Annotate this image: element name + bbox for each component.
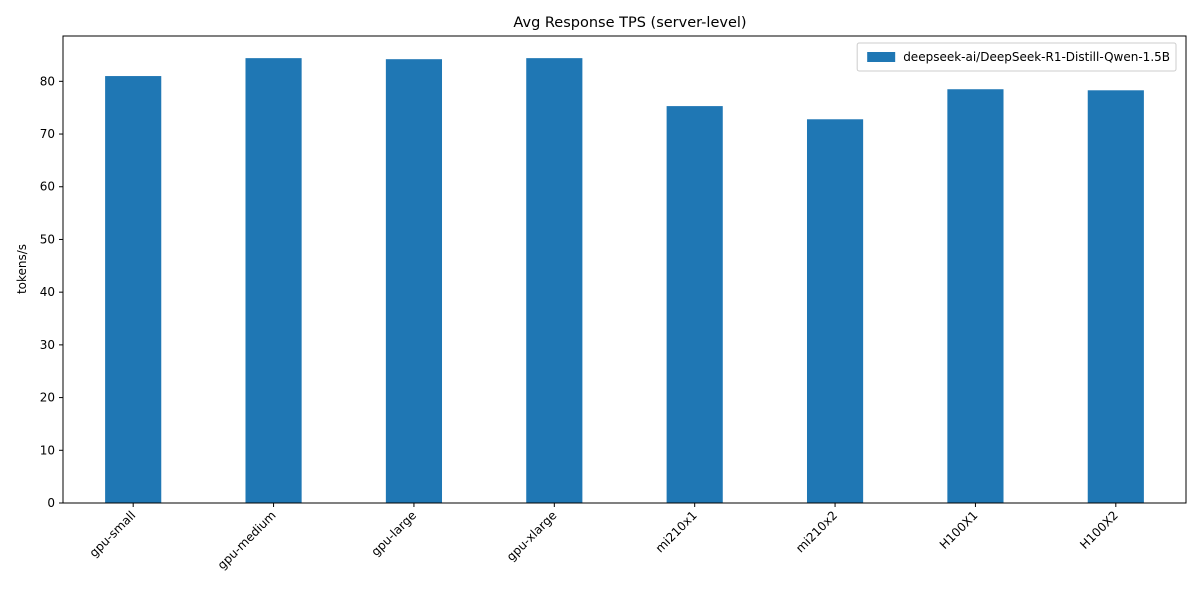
- y-tick-label: 10: [40, 443, 55, 457]
- x-tick-label: gpu-small: [87, 508, 139, 560]
- x-tick-label: mi210x2: [793, 508, 840, 555]
- bar-gpu-medium: [245, 58, 302, 504]
- x-tick-label: gpu-xlarge: [504, 508, 560, 564]
- y-axis: 0 10 20 30 40 50 60 70 80: [40, 74, 63, 510]
- legend-box: [856, 42, 1177, 72]
- bar-gpu-xlarge: [526, 58, 583, 504]
- legend-swatch: [867, 52, 896, 62]
- x-tick-label: H100X2: [1077, 508, 1121, 552]
- y-tick-label: 70: [40, 127, 55, 141]
- y-tick-label: 20: [40, 391, 55, 405]
- y-tick-label: 60: [40, 180, 55, 194]
- x-axis: gpu-small gpu-medium gpu-large gpu-xlarge mi…: [87, 503, 1121, 572]
- bar-gpu-small: [105, 76, 162, 504]
- y-axis-label: tokens/s: [15, 244, 29, 294]
- bar-H100X2: [1087, 90, 1144, 503]
- bar-mi210x1: [666, 106, 723, 503]
- bar-gpu-large: [385, 59, 443, 504]
- y-tick-label: 40: [40, 285, 55, 299]
- bar-mi210x2: [806, 119, 864, 503]
- plot-frame: [62, 35, 1187, 504]
- bars-group: [105, 58, 1144, 504]
- x-tick-label: gpu-large: [368, 508, 419, 559]
- y-tick-label: 0: [47, 496, 55, 510]
- y-tick-label: 50: [40, 232, 55, 246]
- x-tick-label: mi210x1: [653, 508, 700, 555]
- legend-label: deepseek-ai/DeepSeek-R1-Distill-Qwen-1.5…: [903, 50, 1170, 64]
- chart-title: Avg Response TPS (server-level): [513, 15, 746, 31]
- bar-H100X1: [947, 89, 1004, 503]
- x-tick-label: H100X1: [937, 508, 981, 552]
- x-tick-label: gpu-medium: [215, 508, 279, 572]
- y-tick-label: 80: [40, 74, 55, 88]
- y-tick-label: 30: [40, 338, 55, 352]
- legend: deepseek-ai/DeepSeek-R1-Distill-Qwen-1.5…: [856, 42, 1177, 72]
